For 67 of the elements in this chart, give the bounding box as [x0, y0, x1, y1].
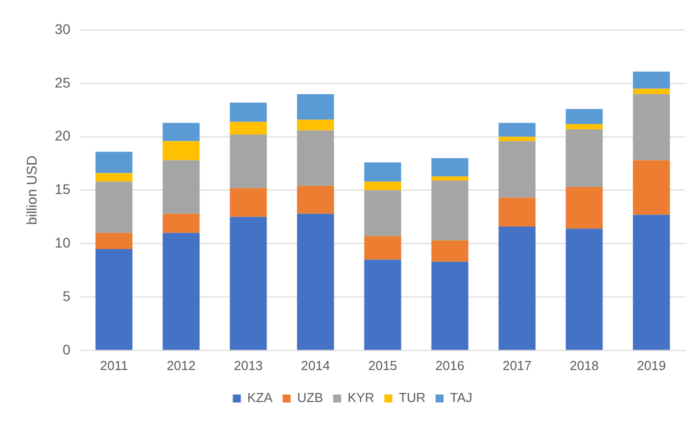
bar — [632, 88, 670, 94]
bar — [95, 232, 132, 249]
y-axis-title: billion USD — [23, 156, 40, 225]
y-tick-label: 0 — [62, 341, 71, 358]
x-tick-label: 2013 — [234, 358, 263, 373]
bar — [364, 182, 402, 190]
y-tick-label: 25 — [54, 74, 71, 90]
bar — [498, 226, 536, 350]
bar — [431, 240, 468, 262]
bar — [364, 236, 402, 260]
bar — [364, 190, 402, 236]
bar — [230, 122, 267, 135]
bar — [566, 109, 603, 124]
legend-label: UZB — [297, 390, 324, 406]
bar — [162, 214, 200, 233]
bar — [431, 262, 468, 350]
legend-label: TAJ — [450, 390, 472, 406]
bar — [162, 122, 200, 142]
bar — [566, 186, 603, 229]
bar — [95, 152, 132, 174]
bar — [632, 214, 670, 350]
bar — [632, 94, 670, 160]
bar — [230, 216, 267, 350]
bar — [566, 228, 603, 350]
bar — [364, 260, 402, 350]
bar — [431, 176, 468, 181]
bar — [498, 136, 536, 142]
bar — [162, 232, 200, 350]
bar — [297, 94, 334, 120]
x-tick-label: 2018 — [570, 358, 599, 373]
bar — [230, 102, 267, 122]
bar — [566, 129, 603, 187]
bar — [230, 134, 267, 188]
bar — [632, 72, 670, 89]
x-tick-label: 2015 — [368, 358, 398, 373]
bar — [297, 120, 334, 130]
bar — [498, 141, 536, 198]
bar — [431, 158, 468, 176]
bar — [95, 182, 132, 233]
bar — [297, 214, 334, 350]
y-tick-label: 5 — [62, 288, 71, 304]
legend-label: KYR — [348, 390, 374, 406]
bar — [230, 188, 267, 217]
y-tick-label: 15 — [54, 181, 71, 198]
legend-label: KZA — [247, 390, 273, 406]
bar — [95, 248, 132, 350]
x-tick-label: 2012 — [166, 358, 196, 373]
bar — [162, 160, 200, 214]
bar — [162, 141, 200, 160]
y-tick-label: 20 — [54, 128, 71, 144]
bar — [297, 186, 334, 214]
bar — [297, 130, 334, 186]
bar — [498, 122, 536, 137]
bar — [364, 162, 402, 182]
legend-label: TUR — [398, 390, 426, 406]
bar — [632, 160, 670, 215]
bar — [566, 124, 603, 130]
y-tick-label: 30 — [54, 20, 71, 37]
x-tick-label: 2019 — [636, 358, 666, 373]
x-tick-label: 2016 — [435, 358, 464, 373]
x-tick-label: 2017 — [502, 358, 532, 373]
y-tick-label: 10 — [54, 234, 71, 250]
bar — [431, 180, 468, 240]
x-tick-label: 2014 — [301, 358, 330, 373]
bar — [498, 198, 536, 227]
bar — [95, 173, 132, 182]
x-tick-label: 2011 — [100, 358, 128, 373]
